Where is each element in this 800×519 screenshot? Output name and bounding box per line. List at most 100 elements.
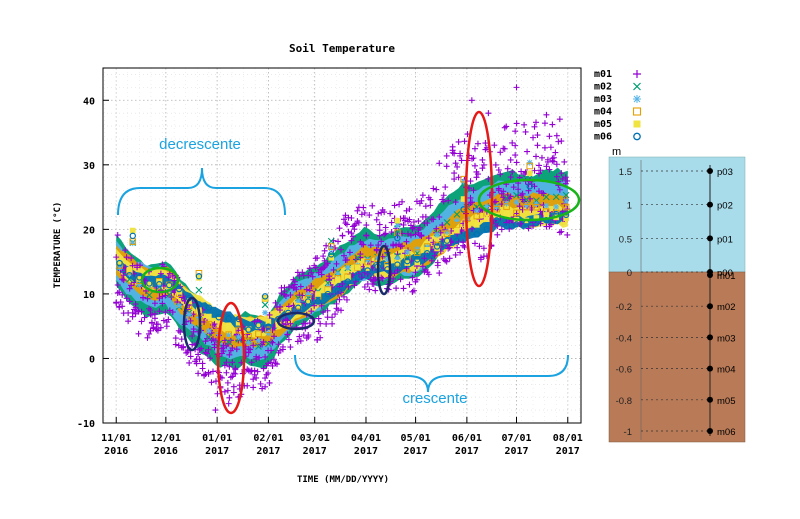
mark-m01 [230,383,237,390]
mark-m06 [354,273,361,281]
soil-probe-label: m01 [717,271,735,282]
mark-m01 [247,346,254,353]
mark-m01 [303,335,310,342]
mark-m06 [493,217,500,224]
soil-probe-dot [707,303,713,310]
x-tick-month: 08/01 [553,433,583,444]
mark-m06 [404,257,411,265]
mark-m01 [343,296,350,303]
mark-m01 [114,232,121,239]
mark-m01 [512,128,519,135]
mark-m01 [397,276,404,283]
mark-m05-outlier [328,254,335,261]
mark-m01 [223,359,230,366]
mark-m04 [533,203,540,211]
profile-scale-label: -0.4 [616,333,632,344]
mark-m01 [430,216,437,223]
mark-m01 [558,228,565,235]
mark-m01 [117,299,124,306]
mark-m01 [349,223,356,230]
mark-m01 [128,282,135,289]
mark-m01 [364,270,371,277]
mark-m01 [305,332,312,339]
mark-m01 [358,211,365,218]
mark-m01 [391,202,398,209]
profile-scale-ticks: 1.5 1 0.5 0 -0.2 -0.4 -0.6 -0.8 -1 [616,167,707,438]
air-probe-label: p00 [717,268,733,279]
mark-m06-outlier [526,183,533,190]
mark-m04 [493,205,500,213]
mark-m04 [523,203,530,211]
profile-unit: m [612,146,621,158]
mark-m05 [404,260,411,266]
mark-m01 [407,232,414,239]
mark-m03 [156,282,163,289]
mark-m02 [265,340,272,348]
mark-m01 [205,369,212,376]
mark-m01 [336,296,343,303]
mark-m01 [442,184,449,191]
mark-m01 [211,321,218,328]
mark-m01 [317,334,324,341]
mark-m05 [265,318,272,325]
mark-m01 [284,331,291,338]
legend-marker-m04 [632,107,642,116]
mark-m04 [255,330,262,337]
mark-m01 [251,367,258,374]
mark-m01 [275,341,282,348]
mark-m05 [394,260,401,266]
x-tick-year: 2017 [303,446,327,457]
mark-m01 [207,355,214,362]
mark-m02 [523,196,530,203]
mark-m03 [483,203,490,210]
mark-m01 [494,222,501,229]
mark-m04 [364,258,371,266]
mark-m03 [205,327,212,334]
mark-m01 [156,308,163,315]
mark-m01 [187,353,194,360]
mark-m01-outlier [468,97,475,104]
mark-m01 [315,315,322,322]
mark-m05 [206,313,212,320]
mark-m01 [497,171,504,178]
mark-m03 [523,202,530,209]
mark-m06 [116,259,123,267]
mark-m01 [367,242,374,249]
mark-m05-outlier [526,170,533,177]
mark-m01 [351,282,358,289]
mark-m01 [409,288,416,295]
mark-m01 [525,225,532,232]
mark-m01 [148,311,155,318]
mark-m01 [339,232,346,239]
mark-m01 [154,325,161,332]
mark-m06 [175,285,183,293]
mark-m01 [306,265,313,272]
y-axis-label: TEMPERATURE (°C) [53,202,63,289]
mark-m02-outlier [327,237,335,245]
mark-m02 [145,291,153,299]
mark-m01 [471,162,478,169]
mark-m01 [470,187,477,194]
mark-m01 [449,143,456,150]
x-axis-label: TIME (MM/DD/YYYY) [297,475,389,485]
mark-m01 [497,149,504,156]
mark-m02 [542,193,550,201]
mark-m06 [433,243,441,250]
mark-m01 [309,273,316,280]
mark-m01 [509,139,516,146]
mark-m01 [363,232,370,239]
mark-m02 [205,333,213,341]
mark-m01 [410,224,417,231]
soil-probe-label: m04 [717,365,735,376]
mark-m01 [137,262,144,269]
mark-m01 [509,168,516,175]
mark-m06 [304,298,312,305]
mark-m01 [403,265,410,272]
mark-m01 [535,170,542,177]
mark-m01 [214,390,221,397]
mark-m01 [541,144,548,151]
mark-m01 [406,216,413,223]
mark-m01 [504,165,511,172]
mark-m01 [474,171,481,178]
mark-m01 [387,210,394,217]
